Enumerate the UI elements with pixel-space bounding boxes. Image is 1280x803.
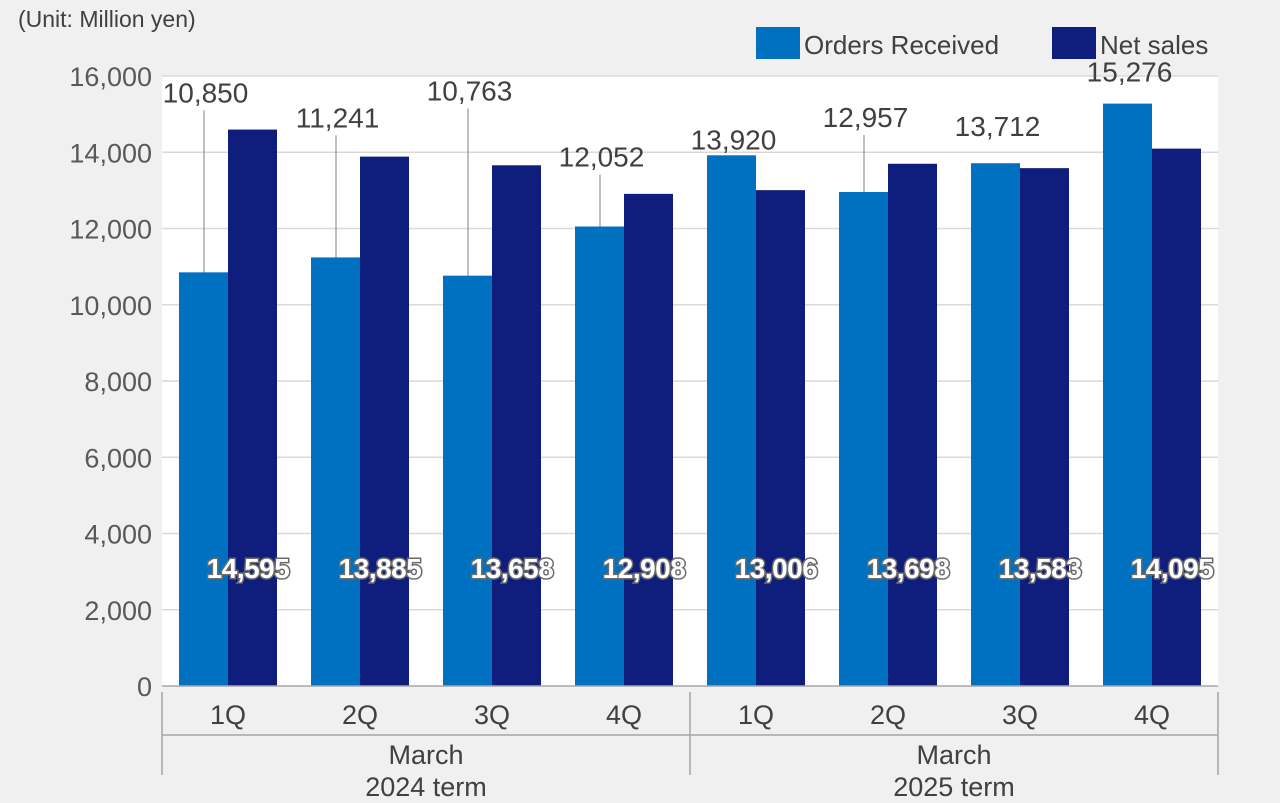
data-label-net-sales: 13,583: [999, 553, 1082, 584]
y-tick-label: 8,000: [84, 367, 152, 397]
x-tick-label: 2Q: [870, 700, 906, 730]
data-label-orders: 12,052: [559, 142, 645, 173]
bar-orders-received: [1103, 103, 1152, 687]
y-tick-label: 16,000: [69, 62, 152, 92]
legend-swatch-sales: [1052, 27, 1096, 59]
legend-swatch-orders: [756, 27, 800, 59]
x-tick-label: 4Q: [606, 700, 642, 730]
bar-orders-received: [179, 272, 228, 686]
unit-label: (Unit: Million yen): [18, 6, 196, 32]
group-label: March: [388, 740, 463, 770]
bar-net-sales: [756, 190, 805, 687]
legend-label-orders: Orders Received: [804, 30, 999, 60]
data-label-orders: 13,920: [691, 124, 777, 155]
data-labels: 10,850 14,595 11,241 13,885 10,763 13,658 12,0…: [163, 57, 1216, 586]
bar-net-sales: [360, 156, 409, 686]
bar-net-sales: [228, 129, 277, 687]
y-tick-label: 12,000: [69, 215, 152, 245]
data-label-net-sales: 14,595: [207, 553, 290, 584]
y-axis: 0 2,000 4,000 6,000 8,000 10,000 12,000 14,000 1…: [69, 62, 152, 702]
data-label-orders: 13,712: [955, 111, 1041, 142]
x-tick-label: 3Q: [474, 700, 510, 730]
bar-net-sales: [624, 193, 673, 686]
label-connectors: [203, 108, 865, 276]
bar-orders-received: [707, 155, 756, 687]
y-tick-label: 2,000: [84, 596, 152, 626]
group-label: 2025 term: [893, 772, 1015, 802]
group-label: 2024 term: [365, 772, 487, 802]
x-tick-label: 3Q: [1002, 700, 1038, 730]
bar-net-sales: [1152, 148, 1201, 687]
y-tick-label: 14,000: [69, 138, 152, 168]
y-tick-label: 4,000: [84, 520, 152, 550]
data-label-net-sales: 14,095: [1131, 553, 1214, 584]
bar-net-sales: [1020, 168, 1069, 686]
y-tick-label: 0: [137, 672, 152, 702]
data-label-orders: 10,763: [427, 76, 513, 107]
data-label-net-sales: 13,885: [339, 553, 422, 584]
bar-orders-received: [575, 226, 624, 686]
legend-label-sales: Net sales: [1100, 30, 1208, 60]
data-label-orders: 11,241: [296, 102, 380, 133]
bars: [179, 103, 1201, 687]
y-tick-label: 10,000: [69, 291, 152, 321]
data-label-orders: 12,957: [823, 102, 909, 133]
x-tick-label: 4Q: [1134, 700, 1170, 730]
data-label-net-sales: 13,006: [735, 553, 818, 584]
x-tick-label: 2Q: [342, 700, 378, 730]
group-label: March: [916, 740, 991, 770]
data-label-net-sales: 13,658: [471, 553, 554, 584]
y-tick-label: 6,000: [84, 443, 152, 473]
bar-orders-received: [971, 163, 1020, 687]
legend: Orders Received Net sales: [756, 27, 1208, 60]
data-label-net-sales: 13,698: [867, 553, 950, 584]
bar-orders-received: [839, 192, 888, 686]
data-label-net-sales: 12,908: [603, 553, 686, 584]
bar-orders-received: [311, 257, 360, 686]
x-tick-label: 1Q: [210, 700, 246, 730]
bar-net-sales: [492, 165, 541, 686]
data-label-orders: 15,276: [1087, 57, 1173, 88]
x-tick-label: 1Q: [738, 700, 774, 730]
data-label-orders: 10,850: [163, 77, 249, 108]
bar-net-sales: [888, 163, 937, 687]
bar-orders-received: [443, 275, 492, 686]
